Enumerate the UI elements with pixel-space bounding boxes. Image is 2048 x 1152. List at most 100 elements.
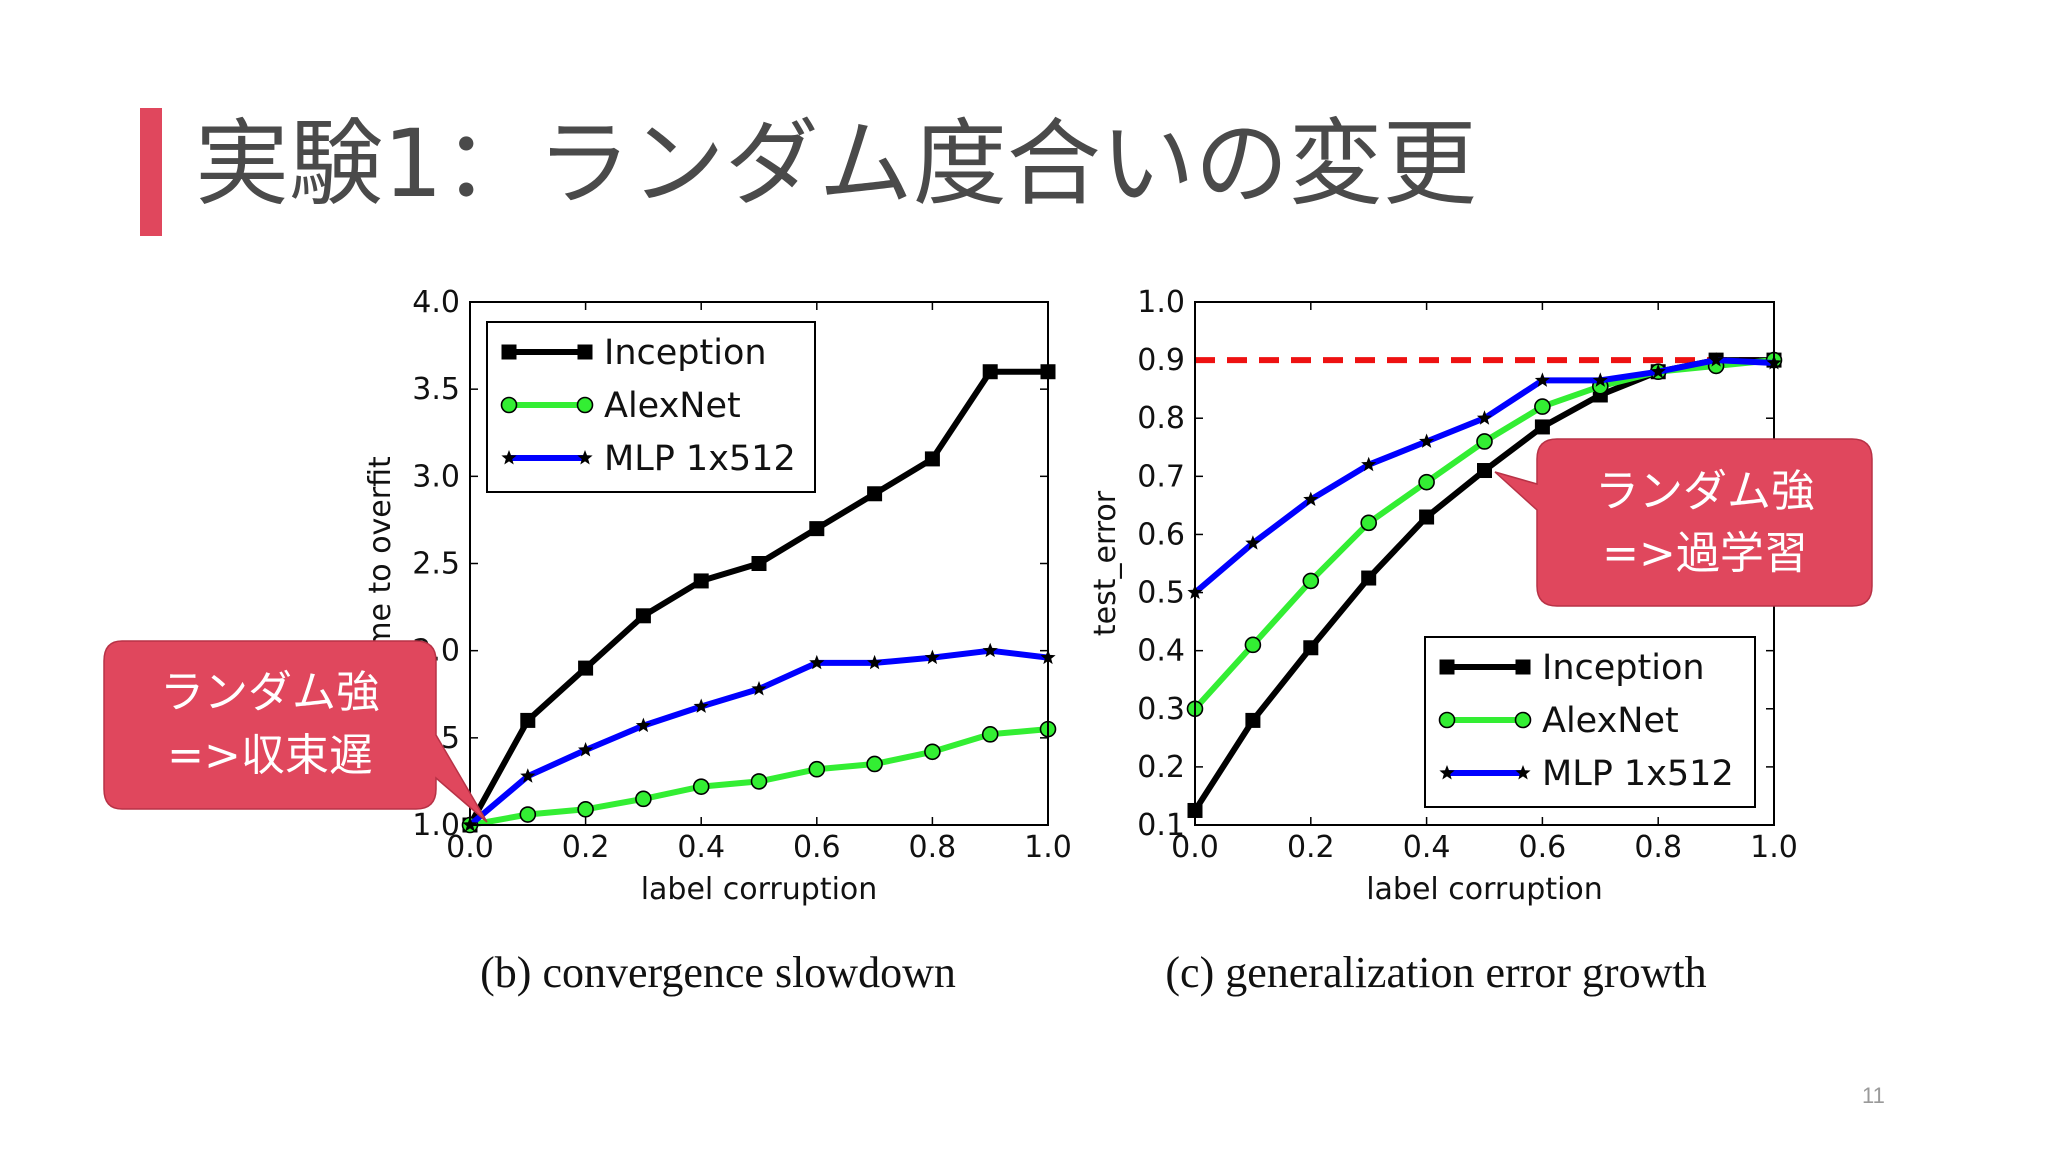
chart-b-point-0 [982,364,998,380]
chart-c-point-2 [1303,491,1319,506]
chart-c-xtick-label: 0.2 [1287,830,1335,865]
chart-b-legend-label: AlexNet [604,386,741,426]
chart-b-caption: (b) convergence slowdown [480,948,956,997]
chart-c-xtick-label: 0.0 [1171,830,1219,865]
chart-b-xtick-label: 0.6 [793,830,841,865]
chart-b-ytick-label: 3.5 [412,372,460,407]
chart-b-point-1 [981,726,999,743]
chart-c-ytick-label: 0.7 [1137,459,1185,494]
chart-b-point-2 [635,717,651,733]
chart-b-point-0 [867,486,883,502]
callout-overfit: ランダム強 =>過学習 [1494,438,1873,607]
chart-b-xtick-label: 1.0 [1024,830,1072,865]
chart-b-point-0 [809,521,825,537]
chart-c-legend-marker [1514,711,1532,729]
chart-b-ylabel: time to overfit [363,456,398,671]
chart-c-legend-label: Inception [1542,648,1705,688]
callout-convergence-line1: ランダム強 [160,667,380,718]
callout-overfit-box [1494,438,1873,607]
chart-c-point-2 [1592,372,1608,387]
chart-b-legend-label: Inception [604,333,767,373]
chart-b-point-1 [808,760,826,778]
callout-convergence: ランダム強 =>収束遅 [103,640,488,823]
chart-c-point-2 [1419,433,1435,448]
chart-b-legend-marker [501,344,517,360]
chart-b-point-2 [578,742,594,757]
chart-c-legend-label: AlexNet [1542,701,1679,741]
chart-c-point-1 [1534,398,1551,415]
chart-c-legend-label: MLP 1x512 [1542,754,1734,794]
chart-b-point-0 [578,660,594,676]
chart-c-legend-marker [1515,659,1531,675]
chart-b-point-1 [635,790,652,808]
chart-c-point-2 [1361,456,1377,472]
chart-c-ytick-label: 0.3 [1137,692,1185,727]
chart-c-ytick-label: 0.9 [1137,343,1185,378]
chart-c-point-2 [1534,372,1550,387]
chart-b-legend-marker [500,396,518,414]
chart-c-ytick-label: 0.8 [1137,401,1185,436]
chart-c-point-2 [1708,352,1724,367]
chart-b-point-2 [867,654,883,670]
chart-c-point-1 [1476,433,1493,450]
chart-b-plot-frame [469,301,1049,826]
chart-b-point-1 [866,755,883,773]
chart-c-caption: (c) generalization error growth [1165,948,1706,997]
chart-b-point-2 [924,649,940,665]
chart-c-legend-marker [1439,659,1455,675]
chart-b-point-1 [924,743,941,761]
chart-b-point-2 [520,768,536,783]
chart-b-xlabel: label corruption [641,872,878,907]
chart-c-xtick-label: 0.4 [1403,830,1451,865]
chart-c-xlabel: label corruption [1366,872,1603,907]
chart-c-ytick-label: 0.6 [1137,517,1185,552]
chart-c-ylabel: test_error [1088,490,1123,636]
page-number: 11 [1862,1083,1885,1108]
chart-b-ytick-label: 2.5 [412,547,460,582]
chart-c-point-2 [1650,363,1666,379]
chart-b-legend-marker [501,450,517,465]
chart-b-point-1 [577,801,594,818]
chart-b-point-2 [982,642,998,658]
chart-b-xtick-label: 0.0 [446,830,494,865]
chart-b-xtick-label: 0.8 [909,830,957,865]
chart-c-legend-marker [1438,711,1456,729]
chart-b-point-1 [692,778,710,795]
title-accent-bar [140,108,162,236]
chart-c-legend: Inception AlexNet MLP 1x512 [1424,636,1756,808]
slide-title: 実験1：ランダム度合いの変更 [195,110,1477,219]
chart-b-legend-label: MLP 1x512 [604,439,796,479]
chart-b-ytick-label: 1.0 [412,808,460,843]
chart-c-point-0 [1534,419,1550,435]
chart-generalization-error: 0.1 0.2 0.3 0.4 0.5 0.6 0.7 0.8 0.9 1.0 0.0 0.2 0.4 0… [1088,285,1798,997]
chart-c-point-0 [1419,509,1435,525]
chart-b-legend-marker [577,344,593,360]
chart-c-point-1 [1302,572,1320,590]
callout-overfit-line1: ランダム強 [1595,466,1815,517]
chart-convergence-slowdown: 1.01.52.02.53.03.54.00.00.20.40.60.81.0l… [363,285,1072,997]
callout-convergence-line2: =>収束遅 [167,730,373,781]
chart-b-point-2 [809,654,825,670]
chart-c-point-0 [1477,463,1492,479]
chart-b-point-0 [520,712,536,728]
chart-b-legend: Inception AlexNet MLP 1x512 [486,321,816,493]
chart-c-ytick-label: 0.2 [1137,750,1185,785]
chart-b-ytick-label: 4.0 [412,285,460,320]
chart-c-point-0 [1361,570,1377,586]
chart-c-xtick-label: 0.6 [1519,830,1567,865]
chart-c-xtick-label: 0.8 [1634,830,1682,865]
chart-c-point-2 [1245,535,1261,550]
chart-b-ytick-label: 3.0 [412,459,460,494]
chart-c-ytick-label: 1.0 [1137,285,1185,320]
chart-b-point-2 [751,681,767,696]
chart-b-series-line-2 [468,647,1049,828]
chart-b-legend-marker [577,450,593,465]
chart-b-point-2 [693,698,709,713]
chart-c-point-0 [1245,712,1261,728]
chart-b-point-0 [751,556,767,571]
chart-c-point-1 [1418,473,1435,491]
chart-c-ytick-label: 0.5 [1137,576,1185,611]
chart-c-point-1 [1244,636,1262,654]
